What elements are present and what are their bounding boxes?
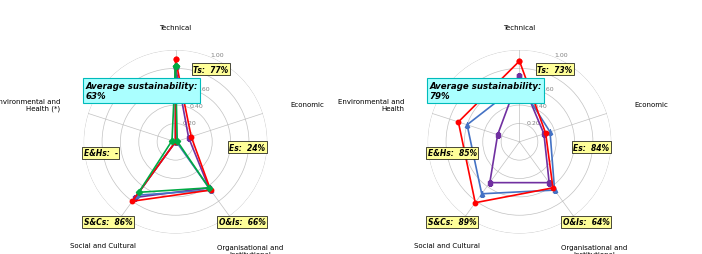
Text: Ts:  73%: Ts: 73%	[537, 66, 572, 74]
Text: Technical: Technical	[503, 25, 536, 31]
Text: Environmental and
Health (*): Environmental and Health (*)	[0, 98, 60, 112]
Text: Es:  24%: Es: 24%	[230, 143, 265, 152]
Text: Ts:  77%: Ts: 77%	[193, 66, 228, 74]
Text: Es:  84%: Es: 84%	[574, 143, 609, 152]
Text: Organisational and
Institutional: Organisational and Institutional	[217, 244, 283, 254]
Text: E&Hs:  85%: E&Hs: 85%	[428, 149, 477, 158]
Text: Average sustainability:
63%: Average sustainability: 63%	[86, 81, 198, 101]
Text: Environmental and
Health: Environmental and Health	[338, 99, 404, 112]
Text: S&Cs:  89%: S&Cs: 89%	[428, 217, 476, 226]
Text: O&Is:  64%: O&Is: 64%	[562, 217, 609, 226]
Text: E&Hs:  -: E&Hs: -	[84, 149, 118, 158]
Text: Average sustainability:
79%: Average sustainability: 79%	[430, 81, 542, 101]
Text: Economic: Economic	[635, 102, 668, 108]
Text: S&Cs:  86%: S&Cs: 86%	[84, 217, 132, 226]
Text: Economic: Economic	[291, 102, 324, 108]
Text: Social and Cultural: Social and Cultural	[69, 242, 135, 248]
Text: Technical: Technical	[159, 25, 192, 31]
Text: Social and Cultural: Social and Cultural	[413, 242, 479, 248]
Text: Organisational and
Institutional: Organisational and Institutional	[561, 244, 627, 254]
Text: O&Is:  66%: O&Is: 66%	[218, 217, 265, 226]
